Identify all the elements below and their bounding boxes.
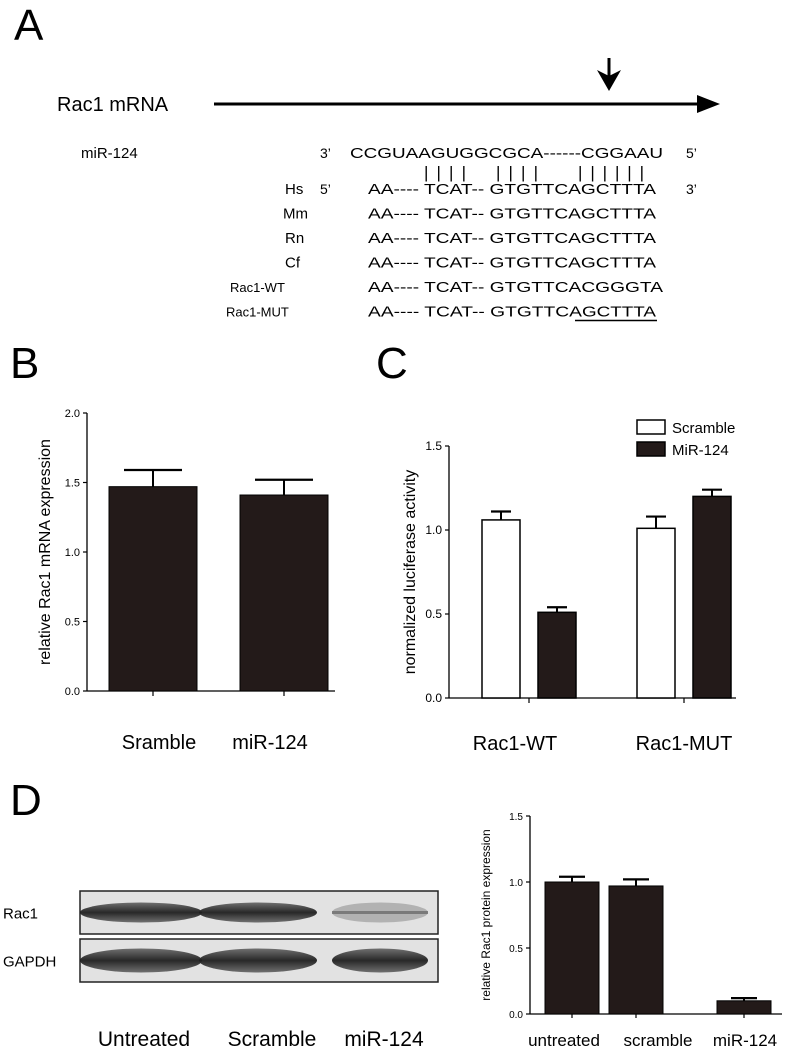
bar — [108, 486, 198, 692]
bar-mir-124 — [692, 495, 732, 699]
mrna-label: Rac1 mRNA — [57, 94, 169, 116]
panel-label-c: C — [376, 339, 408, 388]
x-category-label: Rac1-MUT — [636, 733, 733, 755]
chart-b: 0.0 0.5 1.0 1.5 2.0 relative Rac1 mRNA expres… — [37, 408, 335, 754]
bar — [544, 881, 600, 1015]
species-sequence: AA---- TCAT-- GTGTTCAGCTTTA — [368, 255, 656, 272]
y-tick-label: 0.0 — [425, 691, 442, 705]
protein-band — [80, 902, 202, 923]
y-axis-label: relative Rac1 protein expression — [479, 829, 493, 1000]
pair-bars-1: |||| — [424, 163, 466, 182]
species-5prime: 5’ — [320, 181, 331, 197]
lane-label: Scramble — [228, 1028, 317, 1051]
mrna-arrow-head — [697, 95, 720, 113]
x-category-label: scramble — [624, 1031, 693, 1050]
y-tick-label: 1.5 — [425, 439, 442, 453]
y-tick-label: 0.5 — [65, 617, 80, 629]
y-tick-label: 2.0 — [65, 408, 80, 420]
y-tick-label: 0.0 — [509, 1010, 523, 1021]
lane-label: miR-124 — [344, 1028, 424, 1051]
x-category-label: miR-124 — [713, 1031, 777, 1050]
legend-label: MiR-124 — [672, 442, 729, 459]
species-label: Rn — [285, 230, 304, 247]
y-axis-label: relative Rac1 mRNA expression — [37, 439, 54, 665]
panel-label-d: D — [10, 776, 42, 825]
species-label: Rac1-WT — [230, 280, 285, 295]
chart-c: 0.0 0.5 1.0 1.5 normalized luciferase activi… — [402, 419, 736, 755]
band-label: Rac1 — [3, 906, 38, 923]
western-blot: Rac1 GAPDH Untreated Scramble miR-124 — [3, 890, 439, 1051]
protein-band-faint — [332, 911, 428, 914]
y-tick-label: 0.0 — [65, 686, 80, 698]
species-sequence: AA---- TCAT-- GTGTTCAGCTTTA — [368, 181, 656, 198]
y-tick-label: 1.5 — [65, 478, 80, 490]
species-sequence: AA---- TCAT-- GTGTTCACGGGTA — [368, 279, 663, 296]
protein-band — [80, 948, 202, 973]
protein-band — [199, 902, 317, 923]
species-3prime: 3’ — [686, 181, 697, 197]
y-tick-label: 1.5 — [509, 812, 523, 823]
bar-scramble — [636, 527, 676, 699]
mir-sequence: CCGUAAGUGGCGCA------CGGAAU — [350, 145, 663, 162]
species-label: Rac1-MUT — [226, 305, 289, 320]
mir-label: miR-124 — [81, 145, 138, 162]
x-category-label: Sramble — [122, 732, 196, 754]
legend-swatch — [636, 419, 666, 435]
y-tick-label: 0.5 — [425, 607, 442, 621]
y-tick-label: 1.0 — [509, 878, 523, 889]
pair-bars-3: |||||| — [578, 163, 644, 182]
y-tick-label: 1.0 — [425, 523, 442, 537]
y-tick-label: 1.0 — [65, 547, 80, 559]
bar-scramble — [481, 519, 521, 699]
cleavage-site-arrow — [597, 58, 621, 91]
species-label: Cf — [285, 255, 301, 272]
alignment-rows: Hs AA---- TCAT-- GTGTTCAGCTTTA Mm AA---- TC… — [226, 181, 663, 322]
x-category-label: untreated — [528, 1031, 600, 1050]
legend-swatch — [636, 441, 666, 457]
legend-label: Scramble — [672, 420, 735, 437]
protein-band — [332, 948, 428, 973]
mir-3prime: 3’ — [320, 145, 331, 161]
species-sequence: AA---- TCAT-- GTGTTCAGCTTTA — [368, 206, 656, 223]
species-label: Hs — [285, 181, 303, 198]
lane-label: Untreated — [98, 1028, 190, 1051]
bar — [239, 494, 329, 692]
mir-5prime: 5’ — [686, 145, 697, 161]
bar-mir-124 — [537, 611, 577, 699]
band-label: GAPDH — [3, 954, 56, 971]
pair-bars-2: |||| — [496, 163, 538, 182]
species-label: Mm — [283, 206, 308, 223]
panel-label-a: A — [14, 1, 44, 50]
species-sequence: AA---- TCAT-- GTGTTCAGCTTTA — [368, 230, 656, 247]
chart-d: 0.0 0.5 1.0 1.5 relative Rac1 protein expres… — [479, 812, 782, 1050]
bar — [608, 885, 664, 1015]
x-category-label: miR-124 — [232, 732, 308, 754]
y-tick-label: 0.5 — [509, 944, 523, 955]
protein-band — [199, 948, 317, 973]
bar — [716, 1000, 772, 1015]
species-sequence-prefix: AA---- TCAT-- GTGTTCA — [368, 304, 582, 321]
y-axis-label: normalized luciferase activity — [402, 470, 419, 675]
x-category-label: Rac1-WT — [473, 733, 557, 755]
mutated-seed-sequence: GCTTTA — [582, 304, 656, 321]
panel-label-b: B — [10, 339, 39, 388]
